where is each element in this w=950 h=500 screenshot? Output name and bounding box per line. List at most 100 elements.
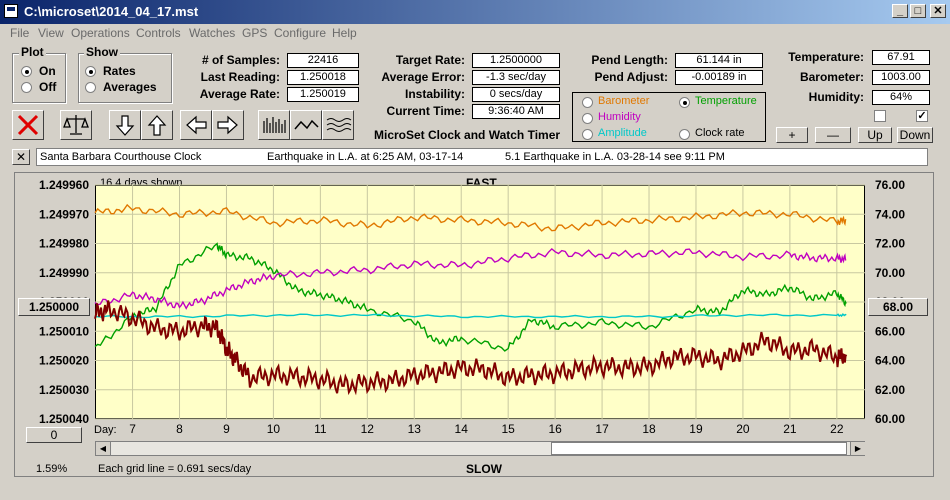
x-tick-label: 14 [455, 422, 469, 436]
right-tick-label: 76.00 [875, 178, 905, 192]
line-chart-icon [294, 119, 319, 130]
maximize-button[interactable]: □ [910, 4, 926, 18]
scroll-left-icon[interactable]: ◀ [96, 442, 111, 455]
left-arrow-button[interactable] [180, 110, 212, 140]
menu-controls[interactable]: Controls [136, 26, 181, 40]
menu-help[interactable]: Help [332, 26, 357, 40]
down-button[interactable]: Down [897, 127, 933, 143]
menu-watches[interactable]: Watches [189, 26, 236, 40]
x-tick-label: 16 [548, 422, 562, 436]
sensor-select-box [572, 92, 766, 142]
clock-rate-radio[interactable] [679, 129, 690, 140]
temperature-radio[interactable] [679, 97, 690, 108]
left-tick-label: 1.249990 [39, 266, 89, 280]
scroll-thumb[interactable] [551, 442, 847, 455]
minimize-button[interactable]: _ [892, 4, 908, 18]
x-tick-label: 21 [783, 422, 797, 436]
menu-configure[interactable]: Configure [274, 26, 327, 40]
pend-adjust-field[interactable]: -0.00189 in [675, 70, 763, 85]
window-title: C:\microset\2014_04_17.mst [24, 4, 199, 19]
amplitude-radio[interactable] [582, 129, 593, 140]
minus-button[interactable]: — [815, 127, 851, 143]
x-tick-label: 13 [408, 422, 422, 436]
x-tick-label: 17 [595, 422, 609, 436]
average-error-field: -1.3 sec/day [472, 70, 560, 85]
right-tick-label: 74.00 [875, 207, 905, 221]
left-tick-label: 1.250030 [39, 383, 89, 397]
day-label: Day: [94, 424, 117, 436]
average-rate-label: Average Rate: [199, 87, 280, 101]
x-tick-label: 22 [830, 422, 844, 436]
rates-radio[interactable] [85, 66, 96, 77]
current-time-field: 9:36:40 AM [472, 104, 560, 119]
humidity-radio[interactable] [582, 113, 593, 124]
left-axis-center-button[interactable]: 1.250000 [18, 298, 90, 316]
barometer-field: 1003.00 [872, 70, 930, 85]
x-tick-label: 19 [689, 422, 703, 436]
notes-field[interactable]: Santa Barbara Courthouse Clock Earthquak… [36, 148, 928, 166]
x-tick-label: 11 [314, 422, 327, 436]
samples-field: 22416 [287, 53, 359, 68]
balance-scale-icon [63, 115, 89, 135]
line-view-button[interactable] [290, 110, 322, 140]
red-x-icon [17, 114, 39, 136]
barometer-option-label: Barometer [598, 95, 650, 107]
target-rate-field[interactable]: 1.2500000 [472, 53, 560, 68]
chart-panel [14, 172, 934, 477]
series-line-1 [94, 242, 847, 352]
balance-button[interactable] [60, 110, 92, 140]
x-tick-label: 10 [267, 422, 281, 436]
temperature-label: Temperature: [788, 50, 864, 64]
menu-gps[interactable]: GPS [242, 26, 268, 40]
right-tick-label: 72.00 [875, 237, 905, 251]
average-error-label: Average Error: [381, 70, 465, 84]
up-button[interactable]: Up [858, 127, 892, 143]
bars-view-button[interactable] [258, 110, 290, 140]
close-window-button[interactable]: ✕ [930, 4, 946, 18]
wave-view-button[interactable] [322, 110, 354, 140]
horizontal-scrollbar[interactable]: ◀ ▶ [95, 441, 865, 456]
left-tick-label: 1.249960 [39, 178, 89, 192]
plus-button[interactable]: + [776, 127, 808, 143]
scroll-right-icon[interactable]: ▶ [850, 442, 865, 455]
plot-group-title: Plot [19, 45, 46, 59]
left-tick-label: 1.250020 [39, 354, 89, 368]
temperature-field: 67.91 [872, 50, 930, 65]
plot-on-radio[interactable] [21, 66, 32, 77]
samples-label: # of Samples: [201, 53, 280, 67]
arrow-down-icon [115, 115, 135, 136]
target-rate-label: Target Rate: [395, 53, 465, 67]
down-arrow-button[interactable] [109, 110, 141, 140]
averages-radio[interactable] [85, 82, 96, 93]
checkbox-1[interactable] [874, 110, 886, 122]
right-axis-center-button[interactable]: 68.00 [868, 298, 928, 316]
menu-operations[interactable]: Operations [71, 26, 130, 40]
menu-view[interactable]: View [38, 26, 64, 40]
averages-label: Averages [103, 80, 157, 94]
notes-close-button[interactable]: ✕ [12, 149, 30, 165]
amplitude-option-label: Amplitude [598, 127, 647, 139]
offset-button[interactable]: 0 [26, 427, 82, 443]
instability-field: 0 secs/day [472, 87, 560, 102]
barometer-radio[interactable] [582, 97, 593, 108]
series-line-2 [94, 247, 847, 310]
checkbox-2[interactable]: ✓ [916, 110, 928, 122]
note-2: 5.1 Earthquake in L.A. 03-28-14 see 9:11… [505, 151, 725, 163]
slow-label: SLOW [466, 462, 502, 476]
humidity-label: Humidity: [808, 90, 864, 104]
plot-off-label: Off [39, 80, 57, 94]
right-arrow-button[interactable] [212, 110, 244, 140]
close-icon: ✕ [15, 150, 27, 164]
right-tick-label: 60.00 [875, 412, 905, 426]
menu-file[interactable]: File [10, 26, 30, 40]
clear-button[interactable] [12, 110, 44, 140]
series-line-0 [94, 203, 847, 232]
up-arrow-button[interactable] [141, 110, 173, 140]
last-reading-field: 1.250018 [287, 70, 359, 85]
plot-off-radio[interactable] [21, 82, 32, 93]
right-tick-label: 62.00 [875, 383, 905, 397]
menu-bar: File View Operations Controls Watches GP… [0, 24, 950, 42]
pend-length-field[interactable]: 61.144 in [675, 53, 763, 68]
instability-label: Instability: [404, 87, 465, 101]
